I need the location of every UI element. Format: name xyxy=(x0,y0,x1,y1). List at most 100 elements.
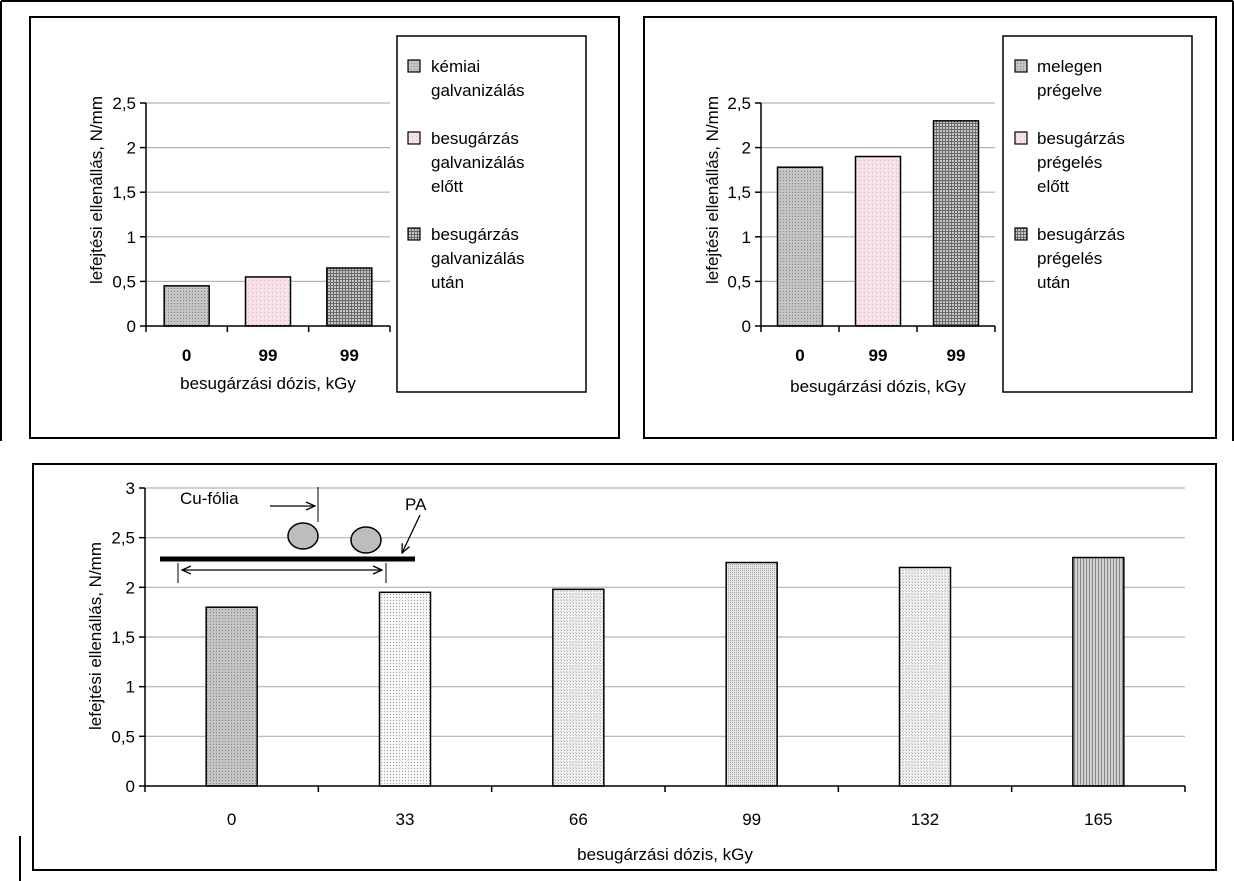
legend-frame xyxy=(396,35,587,393)
panel-frame-top-right xyxy=(643,16,1217,439)
y-tick-label: 2 xyxy=(742,139,751,158)
bar xyxy=(552,588,605,787)
legend-entry-text: besugárzás xyxy=(1037,129,1125,148)
legend-entry-text: kémiai xyxy=(431,57,480,76)
chart-panel-1: 0 0,5 1 1,5 2 2,5 0 99 99 lefejtési ellenállás,… xyxy=(87,35,587,393)
x-tick-label: 66 xyxy=(569,810,588,829)
legend-entry-text: galvanizálás xyxy=(431,81,525,100)
x-tick-label: 0 xyxy=(795,346,804,365)
legend-entry-text: besugárzás xyxy=(431,225,519,244)
y-tick-label: 2 xyxy=(127,139,136,158)
legend-entry-text: prégelés xyxy=(1037,249,1102,268)
legend-swatch xyxy=(1014,131,1028,145)
legend-entry-text: előtt xyxy=(431,177,463,196)
bar xyxy=(326,267,373,327)
chart-1-y-tick-labels: 0 0,5 1 1,5 2 2,5 xyxy=(112,94,136,336)
chart-3-x-tick-labels: 0 33 66 99 132 165 xyxy=(227,810,1113,829)
bar xyxy=(244,276,292,327)
chart-2-axes xyxy=(755,102,996,332)
legend-entry-text: galvanizálás xyxy=(431,249,525,268)
panel-frame-bottom xyxy=(32,463,1217,871)
legend-swatch xyxy=(407,59,421,73)
annotation-cu-folia: Cu-fólia xyxy=(180,489,239,508)
y-tick-label: 1 xyxy=(127,228,136,247)
chart-panel-3: 0 0,5 1 1,5 2 2,5 3 0 33 66 99 132 165 lefejtési el… xyxy=(86,479,1186,864)
bar xyxy=(1072,556,1125,787)
legend-entry-text: prégelve xyxy=(1037,81,1102,100)
y-tick-label: 1,5 xyxy=(112,183,136,202)
y-tick-label: 3 xyxy=(126,479,135,498)
chart-3-bars xyxy=(205,556,1125,787)
chart-2-x-tick-labels: 0 99 99 xyxy=(795,346,965,365)
chart-3-y-tick-labels: 0 0,5 1 1,5 2 2,5 3 xyxy=(111,479,135,796)
y-tick-label: 2 xyxy=(126,578,135,597)
bar xyxy=(898,566,952,787)
y-tick-label: 0 xyxy=(127,317,136,336)
legend-entry-text: prégelés xyxy=(1037,153,1102,172)
legend-entry-text: előtt xyxy=(1037,177,1069,196)
legend-entry-text: melegen xyxy=(1037,57,1102,76)
chart-1-bars xyxy=(163,267,373,327)
bar xyxy=(163,285,210,327)
chart-3-axes xyxy=(139,487,1186,792)
chart-2-x-axis-label: besugárzási dózis, kGy xyxy=(790,377,966,396)
chart-1-x-axis-label: besugárzási dózis, kGy xyxy=(180,374,356,393)
bar xyxy=(776,166,824,327)
panel-frame-top-left xyxy=(29,16,620,439)
chart-2-bars xyxy=(776,120,980,327)
x-tick-label: 99 xyxy=(259,346,278,365)
chart-1-x-tick-labels: 0 99 99 xyxy=(182,346,359,365)
bar xyxy=(725,561,778,787)
chart-1-y-axis-label: lefejtési ellenállás, N/mm xyxy=(87,96,106,284)
x-tick-label: 33 xyxy=(396,810,415,829)
chart-1-gridlines xyxy=(146,102,390,282)
y-tick-label: 0,5 xyxy=(727,272,751,291)
x-tick-label: 99 xyxy=(947,346,966,365)
chart-panel-2: 0 0,5 1 1,5 2 2,5 0 99 99 lefejtési ellenállás,… xyxy=(703,35,1193,396)
y-tick-label: 1 xyxy=(742,228,751,247)
legend-entry-text: besugárzás xyxy=(1037,225,1125,244)
chart-2-y-axis-label: lefejtési ellenállás, N/mm xyxy=(703,96,722,284)
legend-entry-text: után xyxy=(431,273,464,292)
cu-foil-roller-1 xyxy=(287,522,319,550)
legend-entry-text: után xyxy=(1037,273,1070,292)
legend-swatch xyxy=(1014,59,1028,73)
pa-arrow xyxy=(402,514,421,553)
bar xyxy=(378,591,432,787)
chart-3-gridlines xyxy=(145,487,1185,737)
y-tick-label: 2,5 xyxy=(727,94,751,113)
cu-foil-roller-2 xyxy=(350,526,382,554)
bar xyxy=(932,120,980,327)
y-tick-label: 1,5 xyxy=(111,628,135,647)
y-tick-label: 0,5 xyxy=(112,272,136,291)
y-tick-label: 0 xyxy=(126,777,135,796)
legend-swatch xyxy=(407,227,421,241)
y-tick-label: 0 xyxy=(742,317,751,336)
legend-frame xyxy=(1002,35,1193,393)
x-tick-label: 165 xyxy=(1084,810,1112,829)
legend-entry-text: galvanizálás xyxy=(431,153,525,172)
x-tick-label: 99 xyxy=(340,346,359,365)
sample-sketch: Cu-fólia PA xyxy=(160,487,427,583)
chart-1-legend: kémiai galvanizálás besugárzás galvanizálás… xyxy=(396,35,587,393)
legend-entry-text: besugárzás xyxy=(431,129,519,148)
legend-swatch xyxy=(1014,227,1028,241)
chart-2-legend: melegen prégelve besugárzás prégelés előtt be… xyxy=(1002,35,1193,393)
x-tick-label: 0 xyxy=(182,346,191,365)
bar xyxy=(854,155,902,327)
y-tick-label: 0,5 xyxy=(111,727,135,746)
x-tick-label: 132 xyxy=(911,810,939,829)
x-tick-label: 99 xyxy=(742,810,761,829)
y-tick-label: 2,5 xyxy=(112,94,136,113)
chart-2-y-tick-labels: 0 0,5 1 1,5 2 2,5 xyxy=(727,94,751,336)
chart-3-x-axis-label: besugárzási dózis, kGy xyxy=(577,845,753,864)
chart-1-axes xyxy=(140,102,391,332)
x-tick-label: 99 xyxy=(869,346,888,365)
chart-3-y-axis-label: lefejtési ellenállás, N/mm xyxy=(86,542,105,730)
annotation-pa: PA xyxy=(405,495,427,514)
x-tick-label: 0 xyxy=(227,810,236,829)
y-tick-label: 2,5 xyxy=(111,529,135,548)
y-tick-label: 1,5 xyxy=(727,183,751,202)
